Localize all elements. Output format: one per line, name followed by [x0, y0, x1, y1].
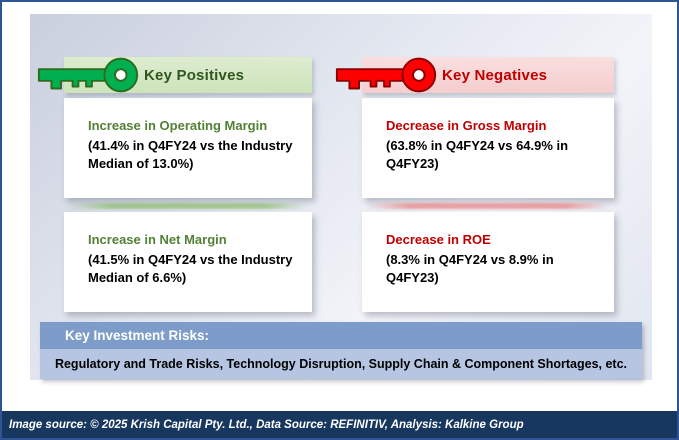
positive-divider	[68, 203, 308, 209]
risks-header: Key Investment Risks:	[40, 322, 642, 349]
negative-divider	[366, 203, 610, 209]
positive-card-2-detail: (41.5% in Q4FY24 vs the Industry Median …	[88, 252, 293, 285]
negative-card-1: Decrease in Gross Margin (63.8% in Q4FY2…	[362, 98, 614, 198]
positive-card-2-title: Increase in Net Margin	[88, 232, 227, 247]
positive-card-1: Increase in Operating Margin (41.4% in Q…	[64, 98, 312, 198]
negative-card-2-title: Decrease in ROE	[386, 232, 491, 247]
positive-card-1-title: Increase in Operating Margin	[88, 118, 268, 133]
footer-text: Image source: © 2025 Krish Capital Pty. …	[9, 418, 524, 431]
risks-text: Regulatory and Trade Risks, Technology D…	[54, 357, 628, 371]
negative-card-2: Decrease in ROE (8.3% in Q4FY24 vs 8.9% …	[362, 212, 614, 312]
negative-card-1-detail: (63.8% in Q4FY24 vs 64.9% in Q4FY23)	[386, 138, 569, 171]
key-positives-title: Key Positives	[144, 66, 245, 84]
risks-body: Regulatory and Trade Risks, Technology D…	[40, 349, 642, 379]
key-icon-red	[335, 57, 437, 93]
key-icon-green	[37, 57, 139, 93]
positive-card-2: Increase in Net Margin (41.5% in Q4FY24 …	[64, 212, 312, 312]
negative-card-2-detail: (8.3% in Q4FY24 vs 8.9% in Q4FY23)	[386, 252, 554, 285]
risks-title: Key Investment Risks:	[65, 328, 210, 343]
negative-card-1-title: Decrease in Gross Margin	[386, 118, 547, 133]
footer-bar: Image source: © 2025 Krish Capital Pty. …	[2, 411, 677, 438]
positive-card-1-detail: (41.4% in Q4FY24 vs the Industry Median …	[88, 138, 293, 171]
key-negatives-title: Key Negatives	[442, 66, 548, 84]
